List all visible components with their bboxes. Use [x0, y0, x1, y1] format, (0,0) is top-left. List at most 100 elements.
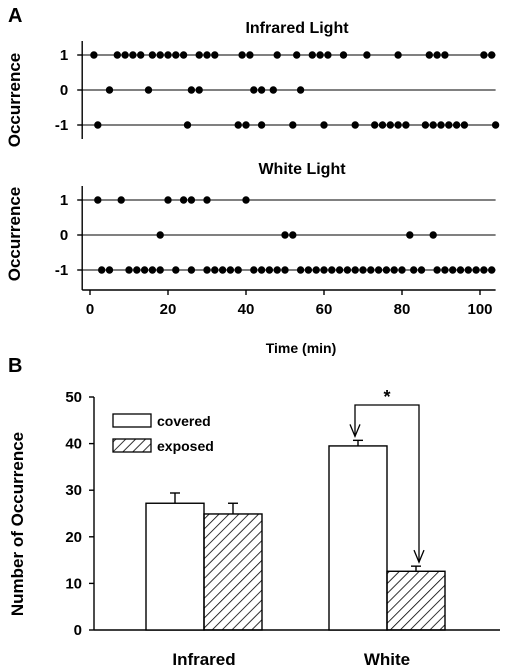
infrared-point — [172, 51, 180, 59]
bar-chart-error-bars — [170, 439, 421, 572]
bar-chart-ylabel: Number of Occurrence — [8, 432, 27, 616]
infrared-point — [164, 51, 172, 59]
infrared-point — [246, 51, 254, 59]
infrared-point — [187, 86, 196, 94]
occurrence-bar-chart: Number of Occurrence 0 10 20 30 40 50 covered… — [8, 387, 500, 669]
infrared-point — [363, 51, 371, 59]
white-x-tick-label: 0 — [86, 301, 94, 318]
infrared-point — [324, 51, 332, 59]
white-point — [456, 266, 465, 274]
white-point — [281, 231, 289, 239]
infrared-point — [211, 51, 219, 59]
infrared-point — [238, 51, 246, 59]
legend-swatch-covered — [112, 413, 152, 428]
infrared-points — [90, 51, 500, 129]
white-point — [464, 266, 472, 274]
infrared-point — [386, 121, 394, 129]
infrared-point — [183, 121, 192, 129]
infrared-plot-title: Infrared Light — [245, 20, 349, 37]
infrared-point — [293, 51, 301, 59]
white-point — [281, 266, 289, 274]
infrared-point — [129, 51, 137, 59]
infrared-point — [402, 121, 410, 129]
infrared-point — [320, 121, 328, 129]
white-point — [304, 266, 313, 274]
bar-chart-y-tick-label: 40 — [65, 436, 82, 453]
white-point — [406, 231, 414, 239]
infrared-y-ticks: 1 0 -1 — [55, 47, 83, 134]
white-point — [296, 266, 305, 274]
white-point — [250, 266, 258, 274]
white-point — [164, 196, 172, 204]
white-point — [433, 266, 441, 274]
white-point — [429, 231, 437, 239]
white-point — [98, 266, 106, 274]
infrared-point — [179, 51, 188, 59]
infrared-point — [148, 51, 157, 59]
infrared-point — [445, 121, 453, 129]
infrared-point — [137, 51, 145, 59]
infrared-point — [351, 121, 359, 129]
white-point — [367, 266, 375, 274]
infrared-point — [339, 51, 348, 59]
white-point — [312, 266, 320, 274]
white-point — [133, 266, 141, 274]
white-point — [472, 266, 480, 274]
white-point — [351, 266, 359, 274]
bar-chart-y-tick-label: 50 — [65, 389, 82, 406]
white-point — [203, 196, 211, 204]
infrared-point — [460, 121, 469, 129]
infrared-point — [113, 51, 122, 59]
white-x-ticks: 0 20 40 60 80 100 — [82, 289, 496, 318]
white-point — [117, 196, 125, 204]
white-point — [359, 266, 367, 274]
infrared-point — [480, 51, 488, 59]
white-point — [390, 266, 398, 274]
infrared-point — [429, 121, 437, 129]
infrared-point — [437, 121, 445, 129]
infrared-point — [296, 86, 305, 94]
infrared-point — [425, 51, 433, 59]
white-point — [488, 266, 496, 274]
white-points — [94, 196, 496, 274]
infrared-point — [269, 86, 277, 94]
infrared-point — [394, 51, 402, 59]
infrared-point — [203, 51, 211, 59]
infrared-point — [371, 121, 379, 129]
bar-chart-legend: covered exposed — [112, 413, 214, 454]
bar-infrared-covered — [145, 502, 205, 631]
white-y-tick-label: 1 — [60, 192, 68, 209]
infrared-point — [488, 51, 496, 59]
white-point — [172, 266, 180, 274]
white-point — [382, 266, 391, 274]
white-point — [156, 266, 164, 274]
infrared-point — [257, 121, 266, 129]
infrared-point — [242, 121, 250, 129]
white-y-tick-label: 0 — [60, 227, 68, 244]
infrared-point — [273, 51, 281, 59]
bar-chart-category-labels: Infrared White — [172, 650, 410, 669]
white-point — [480, 266, 488, 274]
bar-infrared-exposed — [203, 513, 263, 631]
legend-label-covered: covered — [157, 413, 211, 429]
white-x-tick-label: 100 — [467, 301, 492, 318]
arrowhead-exposed — [413, 549, 425, 564]
infrared-point — [195, 51, 203, 59]
infrared-point — [289, 121, 297, 129]
infrared-point — [316, 51, 324, 59]
panel-a-letter: A — [8, 5, 22, 27]
infrared-point — [452, 121, 461, 129]
white-x-tick-label: 80 — [394, 301, 411, 318]
white-point — [218, 266, 227, 274]
significance-annotation: * — [349, 387, 425, 564]
infrared-point — [195, 86, 203, 94]
white-point — [257, 266, 266, 274]
infrared-point — [105, 86, 114, 94]
bar-chart-y-ticks: 0 10 20 30 40 50 — [65, 389, 94, 639]
category-label-infrared: Infrared — [172, 650, 235, 669]
infrared-point — [121, 51, 129, 59]
white-point — [148, 266, 157, 274]
significance-star: * — [383, 387, 390, 407]
white-point — [343, 266, 352, 274]
bar-chart-bars — [145, 445, 446, 631]
